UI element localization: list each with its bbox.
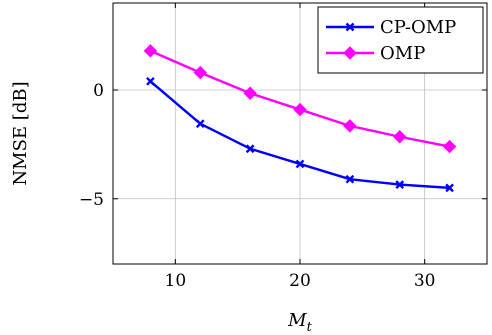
x-axis-label-subscript: t	[307, 320, 313, 335]
y-tick-label: −5	[79, 190, 104, 210]
diamond-marker	[143, 44, 158, 58]
x-tick-label: 10	[165, 271, 187, 291]
x-marker-stroke	[245, 144, 255, 154]
x-marker-stroke	[445, 183, 454, 193]
x-marker	[146, 76, 155, 86]
legend-entry: OMP	[326, 43, 425, 64]
diamond-marker	[243, 86, 257, 100]
x-marker	[345, 22, 355, 32]
y-axis-label: NMSE [dB]	[10, 81, 31, 185]
x-axis-label: Mt	[287, 310, 312, 335]
legend-label: CP-OMP	[380, 17, 456, 38]
legend-entry: CP-OMP	[326, 17, 456, 38]
diamond-marker	[442, 139, 457, 154]
series-lines	[143, 44, 457, 193]
x-marker-stroke	[195, 119, 205, 129]
series-cp-omp	[146, 76, 454, 193]
x-marker	[395, 180, 405, 189]
x-marker	[445, 183, 454, 193]
x-marker	[345, 174, 355, 184]
x-marker	[195, 119, 205, 129]
series-omp	[143, 44, 457, 154]
diamond-marker	[393, 130, 407, 144]
legend-box	[317, 6, 484, 74]
diamond-marker	[293, 102, 307, 117]
legend-label: OMP	[380, 43, 425, 64]
axis-ticks: 10 20 30 −5 0	[79, 3, 487, 291]
x-marker	[295, 159, 305, 169]
x-marker-stroke	[345, 22, 355, 32]
x-marker-stroke	[395, 180, 405, 189]
diamond-marker	[343, 46, 357, 60]
legend: CP-OMP OMP	[317, 6, 484, 74]
diamond-marker	[343, 119, 357, 133]
x-tick-label: 30	[414, 271, 436, 291]
x-marker-stroke	[345, 174, 355, 184]
diamond-marker	[193, 65, 207, 80]
x-marker-stroke	[146, 76, 155, 86]
x-marker	[245, 144, 255, 154]
x-axis-label-main: M	[287, 310, 307, 331]
x-marker-stroke	[295, 159, 305, 169]
y-tick-label: 0	[93, 81, 104, 101]
x-tick-label: 20	[289, 271, 311, 291]
